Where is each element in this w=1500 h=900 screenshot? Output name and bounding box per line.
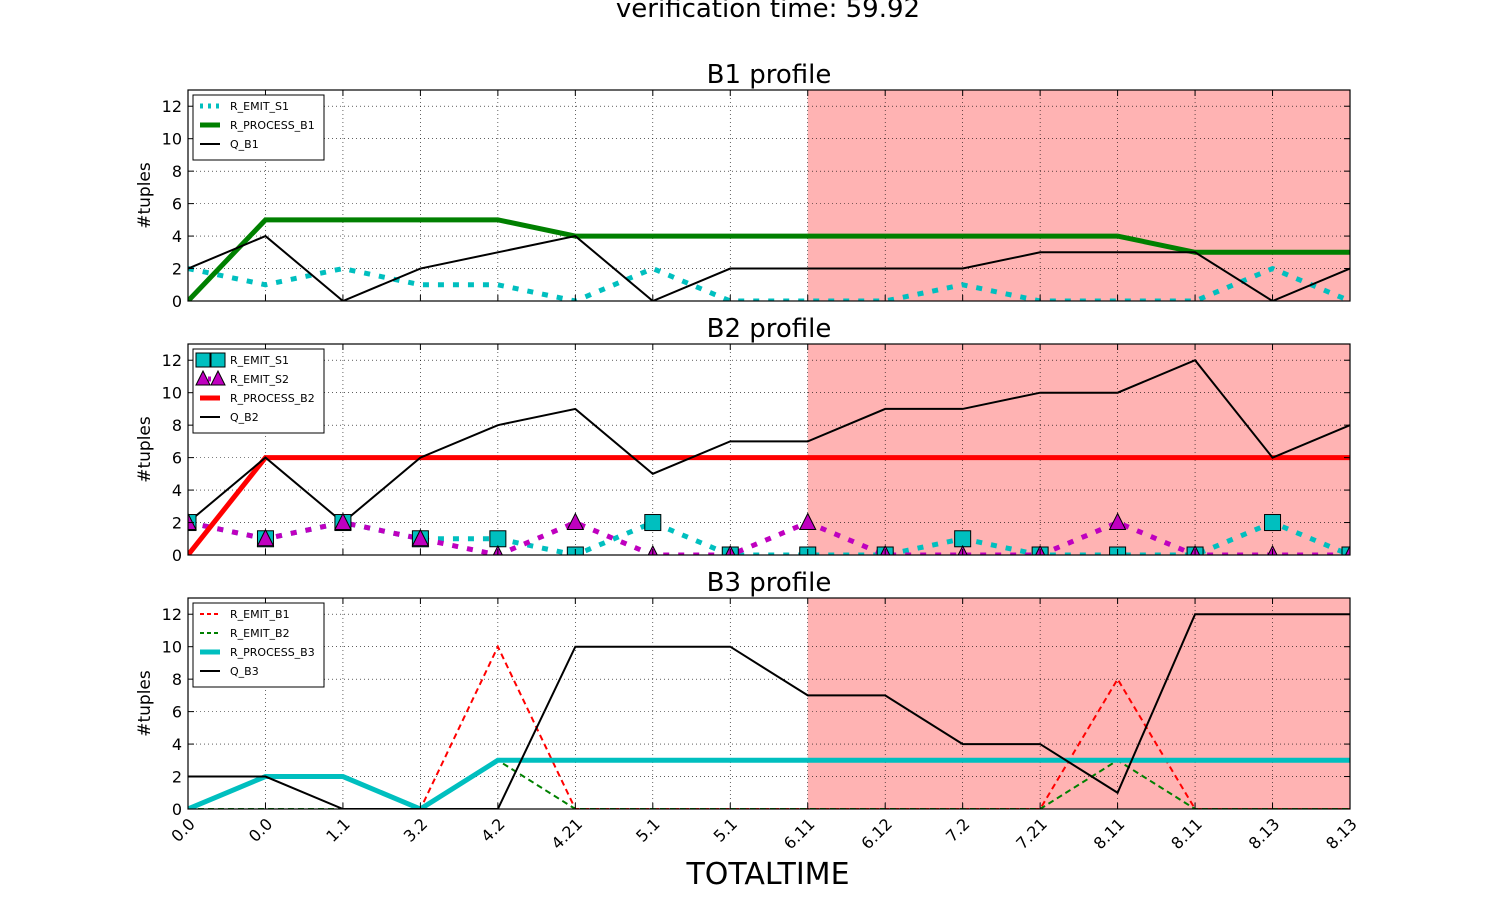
x-tick-label: 1.1	[322, 814, 353, 845]
marker-triangle	[566, 512, 585, 531]
x-tick-label: 8.13	[1245, 814, 1284, 853]
y-tick-label: 6	[172, 195, 182, 214]
legend-label: Q_B2	[230, 411, 259, 424]
y-tick-label: 6	[172, 703, 182, 722]
x-tick-label: 6.12	[857, 814, 896, 853]
series-line-q-b1	[188, 234, 1350, 301]
legend-label: R_EMIT_S2	[230, 373, 289, 386]
y-tick-label: 10	[162, 130, 182, 149]
axes-frame	[187, 343, 1351, 556]
y-tick-label: 6	[172, 449, 182, 468]
panel-title: B3 profile	[707, 568, 832, 598]
series-line-q-b2	[188, 359, 1350, 524]
y-tick-label: 10	[162, 384, 182, 403]
y-tick-label: 2	[172, 260, 182, 279]
x-tick-label: 5.1	[710, 814, 741, 845]
y-tick-label: 12	[162, 97, 182, 116]
legend-label: Q_B1	[230, 138, 259, 151]
series-group	[188, 217, 1350, 301]
x-tick-label: 4.21	[548, 814, 587, 853]
x-tick-label: 7.2	[942, 814, 973, 845]
legend-label: R_EMIT_S1	[230, 354, 289, 367]
y-tick-label: 0	[172, 800, 182, 819]
legend: R_EMIT_S1 R_PROCESS_B1 Q_B1	[192, 94, 325, 161]
y-tick-label: 10	[162, 638, 182, 657]
y-axis-label: #tuples	[135, 162, 155, 229]
legend-label: Q_B3	[230, 665, 259, 678]
marker-triangle	[334, 512, 352, 531]
marker-square	[489, 530, 507, 548]
series-line-r-emit-s2	[188, 519, 1350, 555]
legend-marker	[210, 369, 226, 386]
panels: 0 2 4 6 8 10 12 B1 profile #tuples R_EMIT_S1 R_PRO…	[135, 60, 1361, 853]
axes-frame	[187, 597, 1351, 810]
legend-box	[192, 602, 325, 688]
x-tick-label: 0.0	[167, 814, 198, 845]
series-group	[188, 613, 1350, 809]
x-tick-label: 3.2	[400, 814, 431, 845]
marker-triangle	[798, 512, 817, 531]
highlight-region	[807, 344, 1350, 555]
legend-marker	[195, 352, 211, 368]
legend-marker	[210, 352, 226, 368]
marker-triangle	[411, 528, 430, 547]
y-tick-label: 2	[172, 768, 182, 787]
y-tick-label: 2	[172, 514, 182, 533]
y-axis-label: #tuples	[135, 670, 155, 737]
legend-label: R_PROCESS_B2	[230, 392, 315, 405]
y-tick-label: 4	[172, 481, 182, 500]
marker-triangle	[256, 528, 275, 547]
marker-triangle	[1108, 512, 1127, 531]
marker-square	[644, 514, 662, 532]
series-line-r-emit-b1	[188, 644, 1350, 809]
x-tick-label: 8.13	[1322, 814, 1361, 853]
x-axis-label: TOTALTIME	[685, 857, 849, 892]
highlight-region	[807, 90, 1350, 301]
marker-square	[1264, 514, 1282, 532]
y-tick-label: 0	[172, 546, 182, 565]
legend: R_EMIT_S1 R_EMIT_S2 R_PROCESS_B2 Q_B2	[192, 348, 325, 434]
legend-marker	[195, 369, 211, 386]
x-tick-label: 8.11	[1090, 814, 1129, 853]
y-tick-label: 8	[172, 416, 182, 435]
axes-frame	[187, 89, 1351, 302]
legend-label: R_EMIT_B2	[230, 627, 290, 640]
y-tick-label: 4	[172, 735, 182, 754]
figure-title: verification time: 59.92	[616, 0, 920, 24]
series-line-r-process-b3	[188, 757, 1350, 809]
x-tick-label: 5.1	[632, 814, 663, 845]
x-tick-label: 4.2	[477, 814, 508, 845]
series-line-r-process-b2	[188, 455, 1350, 555]
x-tick-label: 0.0	[245, 814, 276, 845]
legend-label: R_EMIT_S1	[230, 100, 289, 113]
y-tick-label: 12	[162, 605, 182, 624]
panel-title: B1 profile	[707, 60, 832, 90]
x-tick-label: 6.11	[780, 814, 819, 853]
marker-square	[1341, 546, 1350, 555]
x-tick-label: 7.21	[1012, 814, 1051, 853]
panel-3: 0 2 4 6 8 10 12 0.0 0.0 1.1 3.2 4.2 4.21 5.1 5.1 6.11 6.…	[135, 568, 1361, 853]
marker-square	[954, 530, 972, 548]
marker-triangle	[1344, 544, 1350, 555]
y-tick-label: 0	[172, 292, 182, 311]
y-tick-label: 8	[172, 670, 182, 689]
y-tick-label: 8	[172, 162, 182, 181]
marker-triangle	[188, 512, 197, 531]
legend-label: R_PROCESS_B1	[230, 119, 315, 132]
legend-label: R_PROCESS_B3	[230, 646, 315, 659]
legend: R_EMIT_B1 R_EMIT_B2 R_PROCESS_B3 Q_B3	[192, 602, 325, 688]
series-line-q-b3	[188, 613, 1350, 809]
y-tick-label: 12	[162, 351, 182, 370]
highlight-region	[807, 598, 1350, 809]
x-tick-label: 8.11	[1167, 814, 1206, 853]
series-line-r-process-b1	[188, 217, 1350, 301]
y-tick-label: 4	[172, 227, 182, 246]
panel-1: 0 2 4 6 8 10 12 B1 profile #tuples R_EMIT_S1 R_PRO…	[135, 60, 1351, 311]
y-axis-label: #tuples	[135, 416, 155, 483]
series-line-r-emit-s1	[188, 265, 1350, 301]
panel-title: B2 profile	[707, 314, 832, 344]
legend-label: R_EMIT_B1	[230, 608, 290, 621]
